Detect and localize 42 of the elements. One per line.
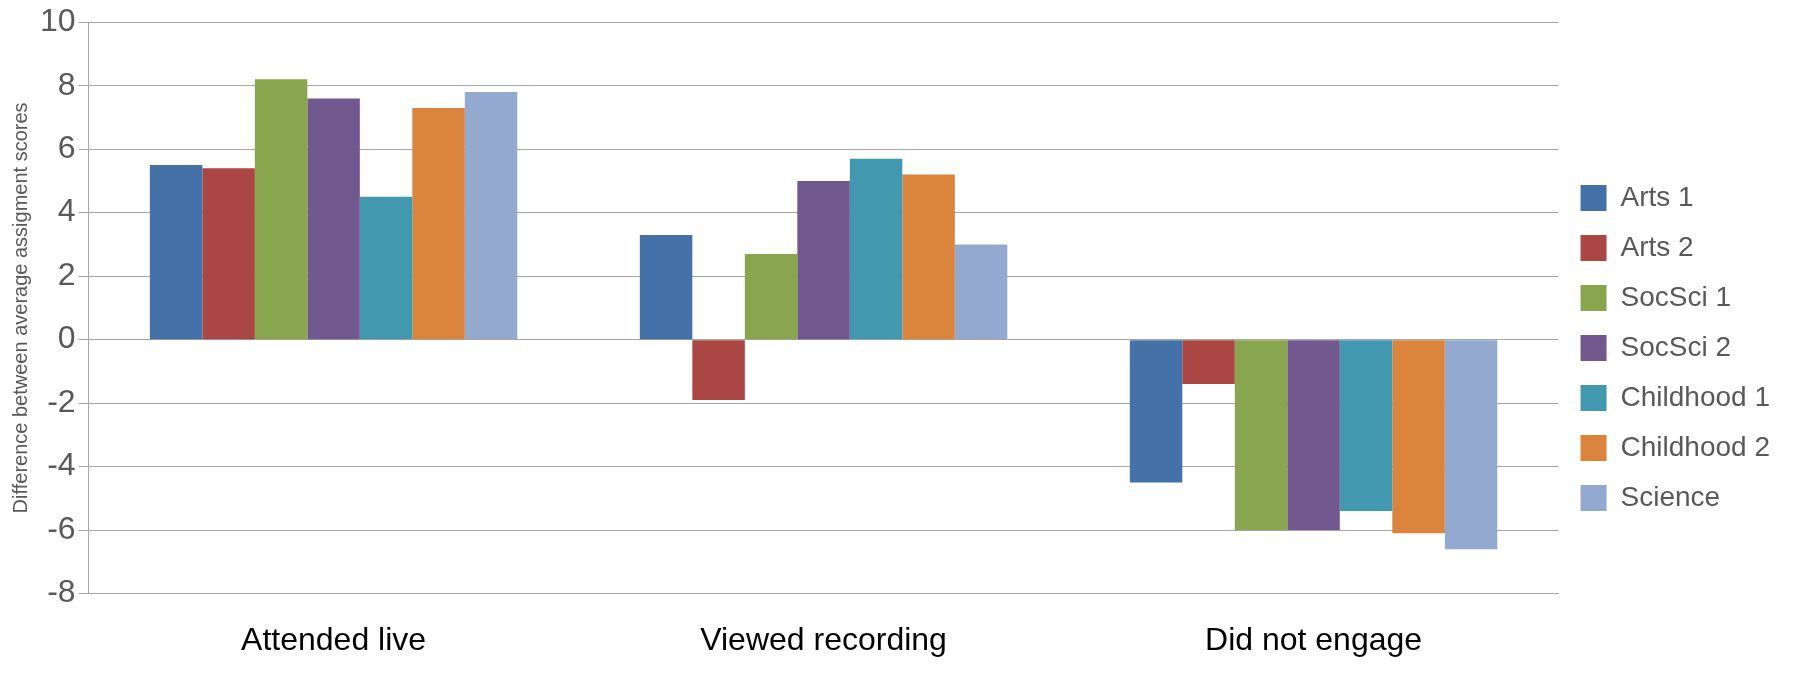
y-tick-label: 10 [40,2,76,39]
bar [202,168,255,340]
bar [412,107,465,340]
bar [1129,340,1183,483]
legend-label: Childhood 2 [1620,430,1771,462]
bar [254,79,308,340]
bar [849,158,903,340]
bar [149,165,203,340]
bar [1392,340,1445,534]
legend-label: SocSci 1 [1620,280,1732,312]
bar [744,253,798,340]
bar [1444,340,1498,550]
bar [1287,340,1340,531]
y-tick-label: 0 [57,319,76,356]
legend-label: SocSci 2 [1620,330,1732,362]
x-tick-label: Attended live [241,620,427,657]
bar [1339,340,1393,512]
y-axis-title: Difference between average assigment scores [8,102,31,514]
y-tick-label: -2 [47,382,76,419]
legend-label: Science [1620,480,1721,512]
bar [902,174,955,340]
bar [1182,340,1235,385]
bar [464,92,518,340]
y-tick-label: -6 [47,509,76,546]
y-tick-label: 2 [57,255,76,292]
y-tick-label: 8 [57,65,76,102]
y-tick-label: 6 [57,129,76,166]
bar [954,244,1008,340]
legend-label: Arts 2 [1620,230,1694,262]
x-tick-label: Viewed recording [700,620,947,657]
bar [639,234,693,340]
bar [307,98,360,340]
legend-label: Childhood 1 [1620,380,1771,412]
legend-label: Arts 1 [1620,180,1694,212]
bar [1234,340,1288,531]
y-tick-label: 4 [57,192,76,229]
bar [359,196,413,340]
bar [692,340,745,400]
y-tick-label: -4 [47,446,76,483]
x-tick-label: Did not engage [1205,620,1423,657]
bar [797,180,850,340]
y-tick-label: -8 [47,573,76,610]
